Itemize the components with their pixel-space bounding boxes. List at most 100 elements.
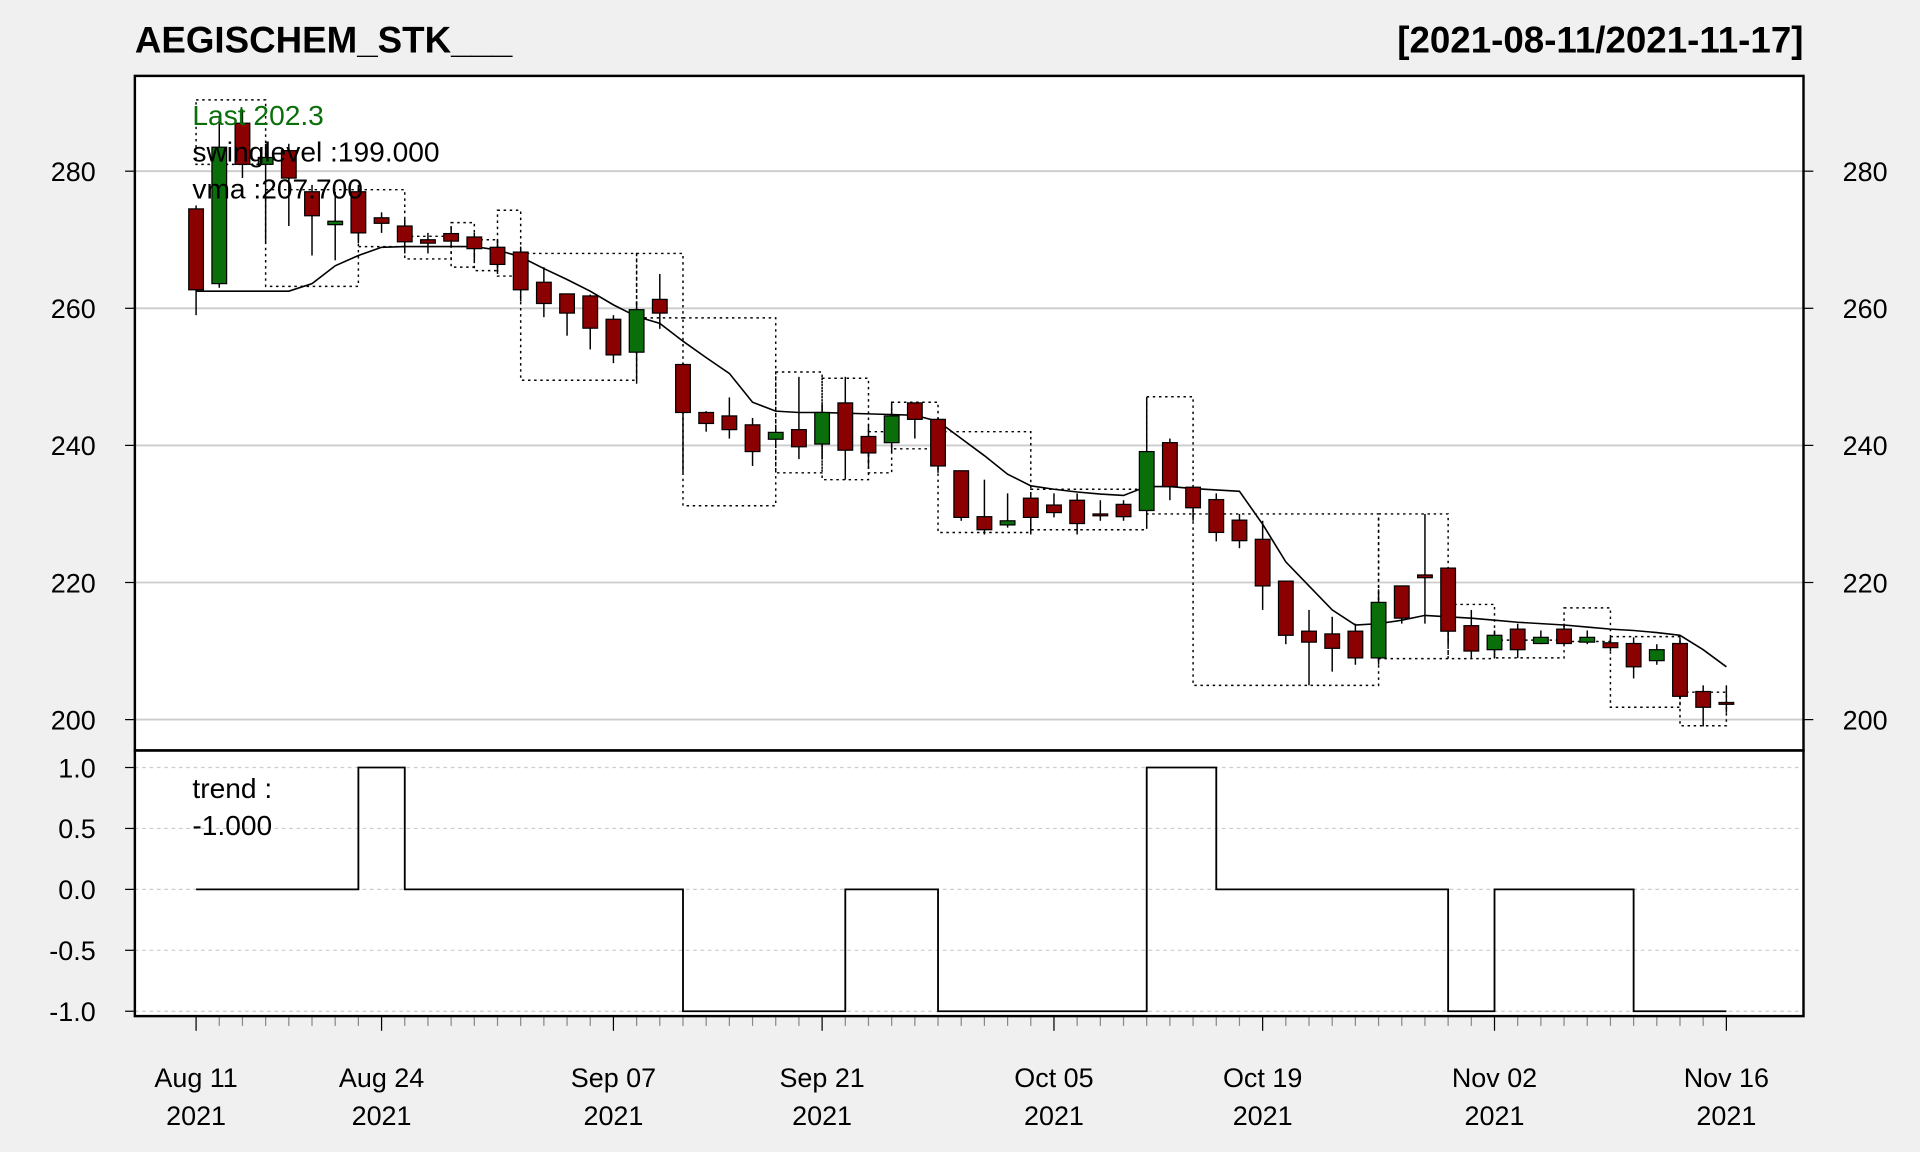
candle-body [1416, 574, 1433, 579]
x-tick-label: 2021 [166, 1101, 226, 1131]
candle-body [767, 431, 784, 440]
candle-body [559, 293, 576, 314]
legend-text: vma :207.700 [192, 173, 363, 204]
candle-body [489, 246, 506, 266]
candle-body [443, 232, 460, 242]
x-tick-label: 2021 [1233, 1101, 1293, 1131]
y-tick-label: -1.0 [49, 997, 95, 1027]
candle-body [327, 220, 344, 226]
y-tick-label: 260 [51, 294, 96, 324]
candle-body [1509, 628, 1526, 651]
candle-body [234, 122, 251, 165]
main-panel [134, 75, 1804, 751]
legend-text: -1.000 [192, 810, 272, 841]
x-tick-label: 2021 [352, 1101, 412, 1131]
candle-body [1231, 519, 1248, 542]
candle-body [1370, 601, 1387, 659]
candle-body [1138, 450, 1155, 512]
candle-body [744, 424, 761, 453]
y-tick-label: 200 [51, 705, 96, 735]
y2-tick-label: 260 [1843, 294, 1888, 324]
x-tick-label: 2021 [1696, 1101, 1756, 1131]
candle-body [906, 402, 923, 420]
swing-box [1145, 395, 1194, 515]
candle-body [1695, 690, 1712, 708]
candle-body [1393, 585, 1410, 619]
candle-body [698, 411, 715, 425]
candle-body [1440, 567, 1457, 632]
candle-body [1347, 630, 1364, 659]
candle-body [257, 156, 274, 165]
candle-body [1115, 503, 1132, 518]
candle-body [814, 411, 831, 445]
trend-line [196, 766, 1727, 1013]
candle-body [582, 295, 599, 329]
candle-body [1556, 628, 1573, 645]
candle-body [1185, 486, 1202, 509]
candle-body [188, 208, 205, 291]
legend-text: Last 202.3 [192, 100, 323, 131]
x-tick-label: 2021 [1024, 1101, 1084, 1131]
x-tick-label: Oct 19 [1223, 1063, 1302, 1093]
x-tick-label: 2021 [583, 1101, 643, 1131]
swing-box [404, 235, 452, 260]
y-tick-label: 0.5 [58, 814, 95, 844]
candle-body [1532, 636, 1549, 645]
candle-body [535, 281, 552, 305]
candle-body [1208, 498, 1225, 534]
candle-body [1672, 642, 1688, 697]
candle-body [837, 402, 854, 451]
candle-body [860, 435, 877, 454]
x-tick-label: Oct 05 [1014, 1063, 1093, 1093]
candle-body [790, 429, 807, 448]
candle-body [605, 318, 622, 356]
candle-body [675, 363, 691, 414]
candle-body [976, 516, 993, 531]
candle-body [1301, 630, 1317, 643]
y-tick-label: 0.0 [58, 875, 95, 905]
candle-body [953, 470, 970, 518]
candle-body [1579, 636, 1596, 643]
candle-body [1648, 649, 1665, 662]
candle-body [373, 217, 390, 224]
x-tick-label: 2021 [792, 1101, 852, 1131]
candle-body [512, 251, 529, 291]
candle-body [466, 236, 483, 250]
x-tick-label: Sep 21 [779, 1063, 864, 1093]
candle-body [1046, 504, 1062, 514]
candle-body [1277, 580, 1294, 636]
chart-title: AEGISCHEM_STK___ [135, 20, 513, 61]
trend-panel [134, 750, 1804, 1017]
y-tick-label: 220 [51, 568, 96, 598]
candle-body [419, 239, 436, 244]
y2-tick-label: 200 [1843, 705, 1888, 735]
x-tick-label: Nov 02 [1452, 1063, 1537, 1093]
y-tick-label: 1.0 [58, 753, 95, 783]
candle-body [1324, 633, 1341, 649]
candle-body [304, 191, 320, 217]
candle-body [930, 418, 946, 467]
legend-text: swinglevel :199.000 [192, 137, 439, 168]
y2-tick-label: 280 [1843, 157, 1888, 187]
x-tick-label: Nov 16 [1684, 1063, 1769, 1093]
legend-text: trend : [192, 773, 272, 804]
candle-body [1718, 701, 1735, 705]
candle-body [999, 520, 1016, 526]
trend-frame [133, 749, 1805, 1018]
candle-body [1254, 538, 1271, 587]
candle-body [211, 146, 228, 285]
candle-body [721, 415, 738, 431]
candle-body [1092, 513, 1109, 517]
candle-body [396, 225, 413, 243]
y-tick-label: 240 [51, 431, 96, 461]
date-range: [2021-08-11/2021-11-17] [1397, 20, 1803, 61]
x-tick-label: Aug 24 [339, 1063, 424, 1093]
candle-body [883, 415, 900, 444]
y2-tick-label: 220 [1843, 568, 1888, 598]
candle-body [1022, 497, 1039, 518]
candle-body [1625, 642, 1642, 668]
x-tick-label: Aug 11 [154, 1063, 237, 1093]
candle-body [1161, 442, 1178, 488]
